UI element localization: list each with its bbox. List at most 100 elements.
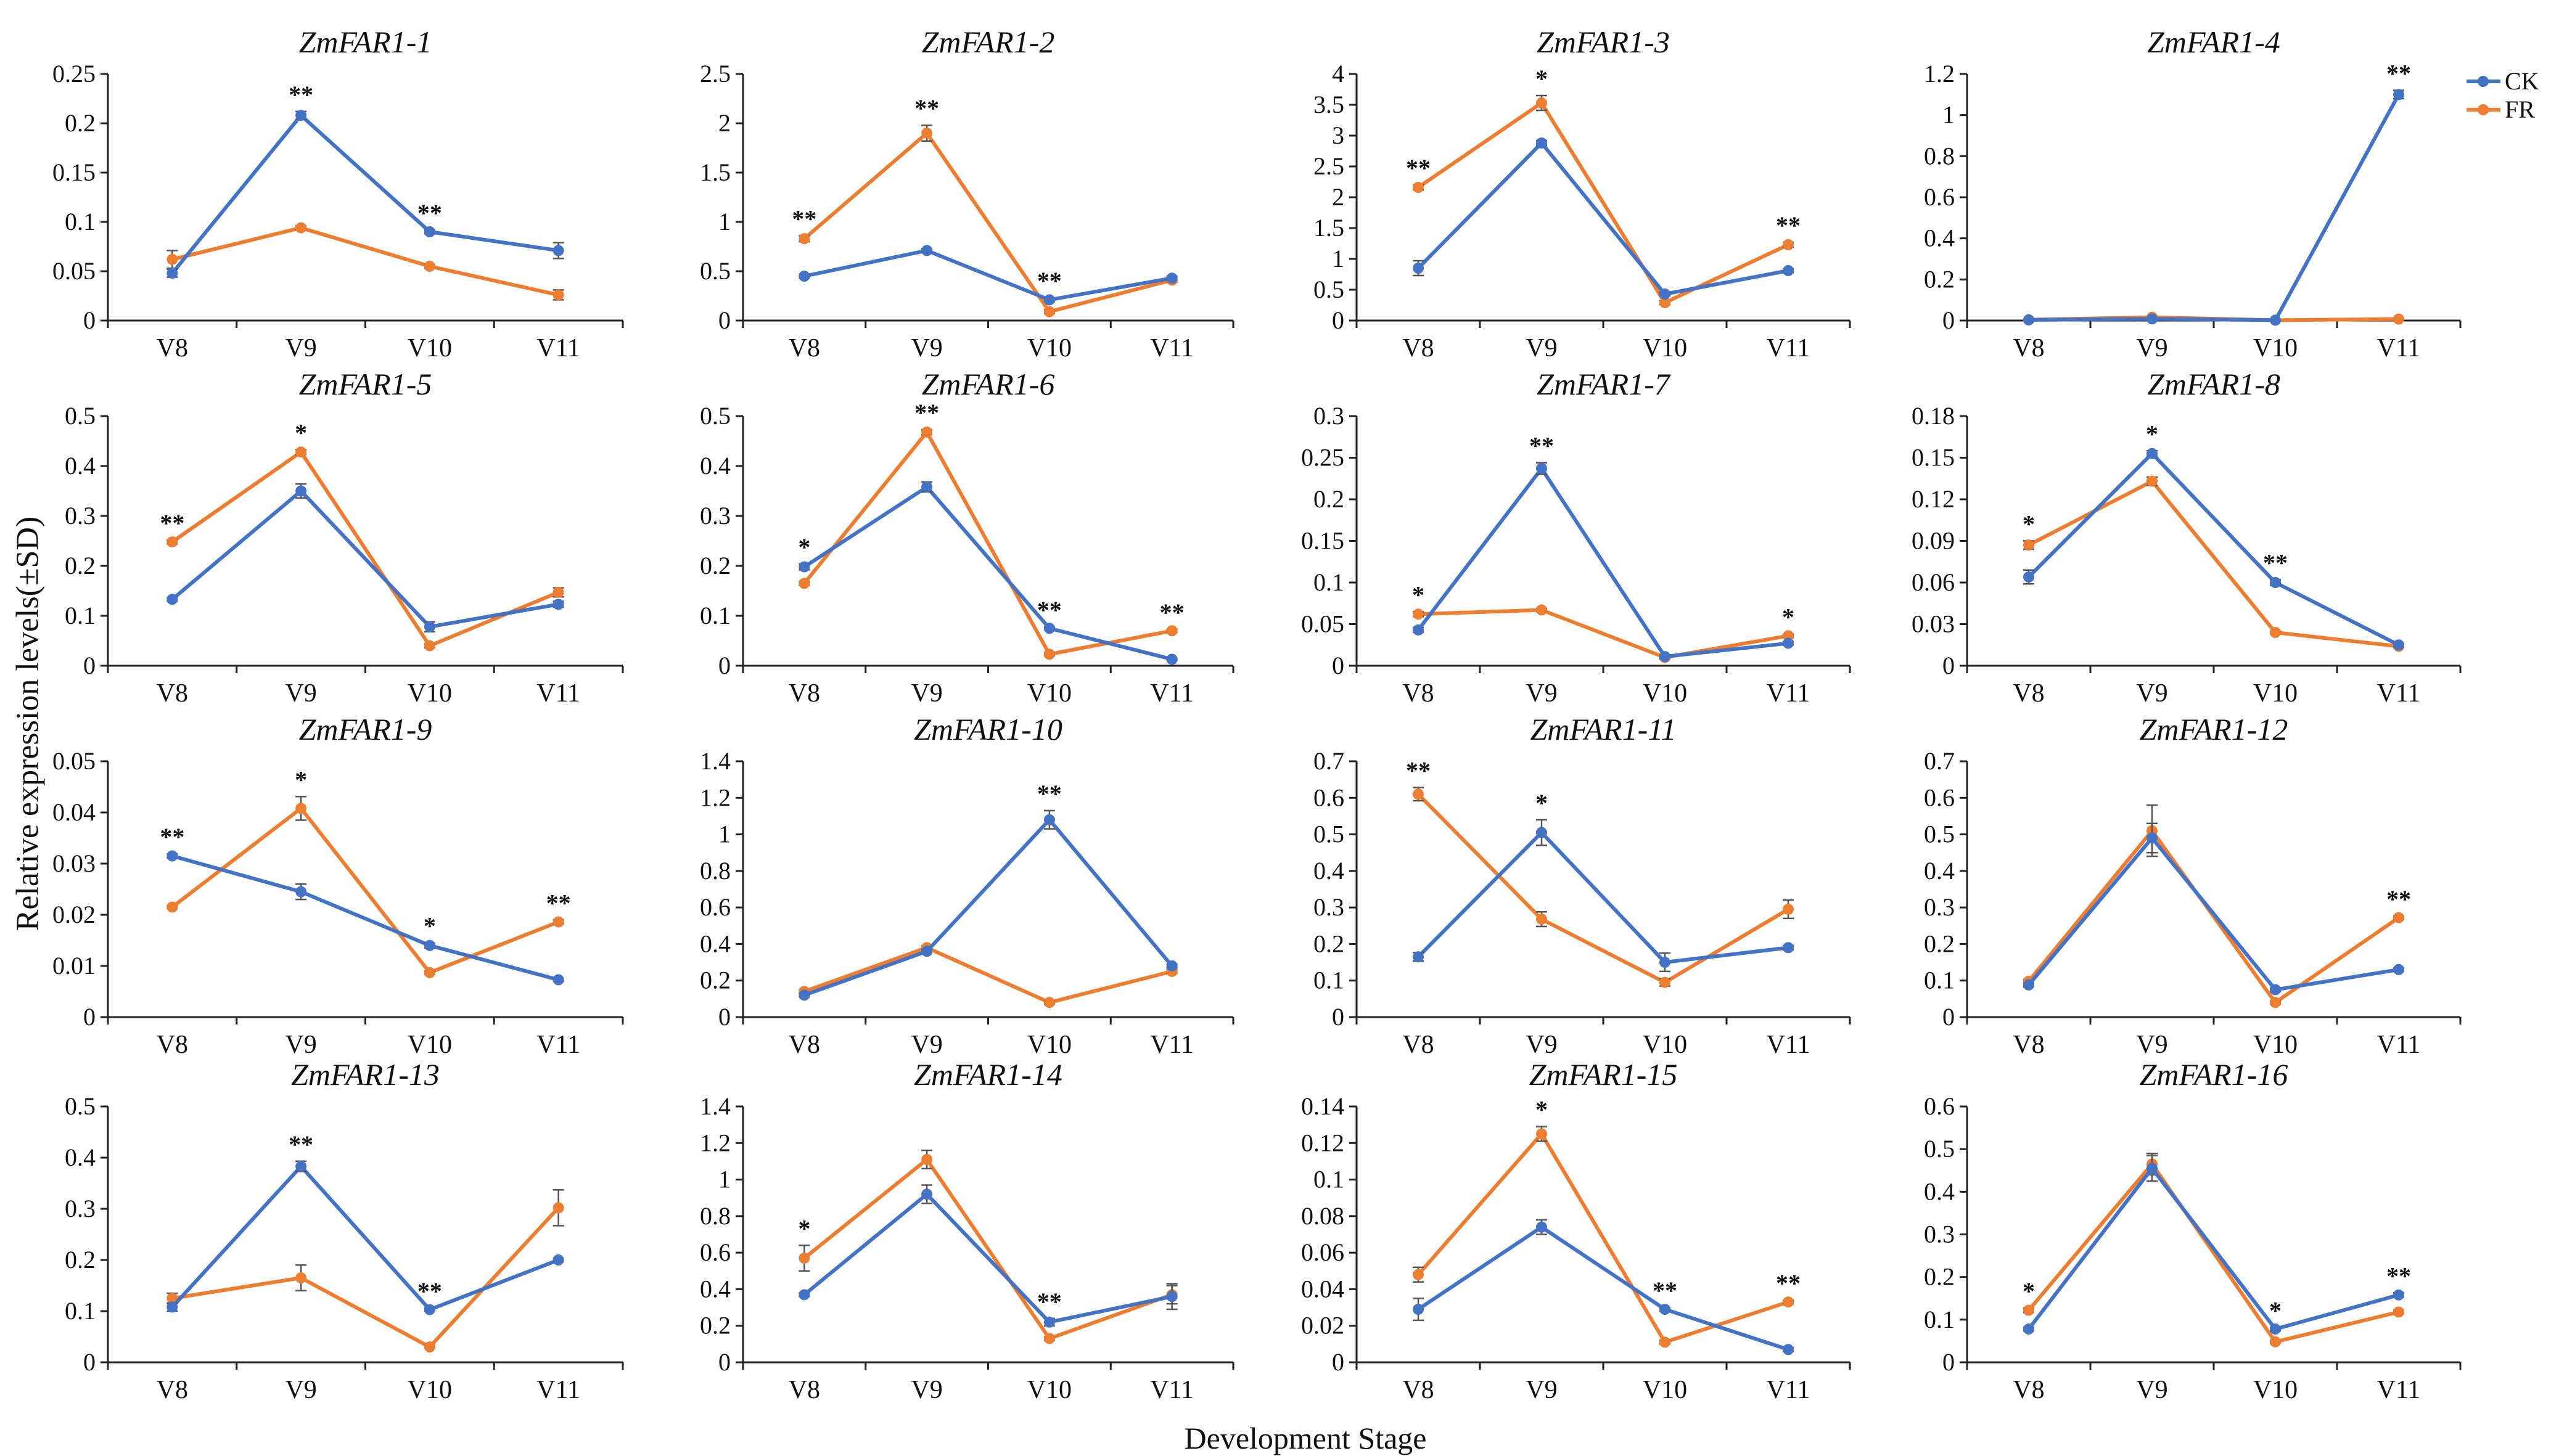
y-tick-label: 0 xyxy=(1942,1003,1955,1031)
y-tick-label: 0.01 xyxy=(52,952,96,980)
y-tick-label: 0.09 xyxy=(1912,527,1955,555)
data-point-fr xyxy=(166,901,178,913)
panel-zmfar1-15: ZmFAR1-15 0 0.02 0.04 0.06 0.08 0.1 0.12 0.14 V8 V… xyxy=(1301,1057,1851,1404)
data-point-fr xyxy=(295,222,307,234)
data-point-ck xyxy=(2023,1323,2034,1335)
significance-mark: ** xyxy=(914,399,939,427)
significance-mark: * xyxy=(1535,789,1548,817)
data-point-ck xyxy=(1536,827,1547,838)
significance-mark: ** xyxy=(1037,780,1062,808)
panel-title: ZmFAR1-12 xyxy=(2140,712,2288,746)
x-tick-label: V9 xyxy=(911,334,942,362)
panel-title: ZmFAR1-11 xyxy=(1530,712,1676,746)
significance-mark: * xyxy=(1412,581,1424,608)
series-line-ck xyxy=(2027,451,2400,647)
series-line-ck xyxy=(171,113,559,275)
y-tick-label: 0.18 xyxy=(1912,402,1955,430)
y-tick-label: 0.6 xyxy=(700,893,731,921)
series-line-ck xyxy=(1416,141,1789,296)
significance-mark: ** xyxy=(1406,757,1431,785)
y-tick-label: 1.5 xyxy=(1313,214,1344,242)
y-tick-label: 0.03 xyxy=(1912,610,1955,638)
data-point-ck xyxy=(2393,963,2404,975)
y-tick-label: 0.25 xyxy=(1301,444,1344,472)
panel-zmfar1-12: ZmFAR1-12 0 0.1 0.2 0.3 0.4 0.5 0.6 0.7 V8 V9 V10 V1… xyxy=(1924,712,2462,1059)
legend-label-fr: FR xyxy=(2505,96,2535,123)
panel-title: ZmFAR1-6 xyxy=(922,367,1055,401)
panel-zmfar1-5: ZmFAR1-500.10.20.30.40.5V8 V9 V10 V11*** xyxy=(65,367,624,708)
significance-mark: ** xyxy=(1529,432,1554,460)
x-tick-label: V8 xyxy=(2013,334,2044,362)
y-tick-label: 0.7 xyxy=(1313,747,1344,775)
y-tick-label: 0.5 xyxy=(65,1092,96,1120)
panel-title: ZmFAR1-1 xyxy=(299,25,432,59)
series-line-fr xyxy=(171,1206,560,1349)
data-point-ck xyxy=(1166,653,1178,665)
panel-zmfar1-8: ZmFAR1-8 0 0.03 0.06 0.09 0.12 0.15 0.18 V8 V9 V10… xyxy=(1912,367,2462,708)
data-point-ck xyxy=(1413,1304,1424,1315)
x-tick-label: V11 xyxy=(536,1376,580,1404)
data-point-ck xyxy=(2023,979,2034,991)
data-point-ck xyxy=(166,268,178,279)
data-point-fr xyxy=(424,1341,435,1353)
panel-title: ZmFAR1-5 xyxy=(299,367,432,401)
y-tick-label: 0.4 xyxy=(700,452,731,480)
x-tick-label: V8 xyxy=(789,1031,820,1059)
y-tick-label: 0.4 xyxy=(65,1143,96,1171)
x-tick-label: V11 xyxy=(2377,1031,2421,1059)
panel-title: ZmFAR1-16 xyxy=(2140,1057,2288,1092)
panel-zmfar1-14: ZmFAR1-14 0 0.2 0.4 0.6 0.8 1 1.2 1.4 V8 V9 V10 V11 *… xyxy=(700,1057,1234,1404)
y-tick-label: 1.4 xyxy=(700,747,731,775)
x-tick-label: V11 xyxy=(2377,1376,2421,1404)
y-tick-label: 0.5 xyxy=(1924,820,1955,848)
x-tick-label: V11 xyxy=(1150,1376,1194,1404)
y-tick-label: 0.12 xyxy=(1301,1129,1344,1156)
y-tick-label: 0.4 xyxy=(700,930,731,957)
y-tick-label: 1.4 xyxy=(700,1092,731,1120)
data-point-ck xyxy=(1413,263,1424,274)
series-line-ck xyxy=(803,817,1173,997)
x-tick-label: V10 xyxy=(1027,1376,1072,1404)
y-tick-label: 0.25 xyxy=(52,60,96,88)
y-tick-label: 0.1 xyxy=(65,208,96,235)
significance-mark: ** xyxy=(1776,211,1801,239)
y-tick-label: 1 xyxy=(1942,101,1955,129)
data-point-ck xyxy=(2393,89,2404,100)
y-tick-label: 0.5 xyxy=(700,402,731,430)
data-point-ck xyxy=(1413,624,1424,636)
y-tick-label: 0 xyxy=(83,1003,96,1031)
panel-title: ZmFAR1-7 xyxy=(1537,367,1671,401)
x-tick-label: V11 xyxy=(2377,334,2421,362)
y-tick-label: 0.8 xyxy=(700,857,731,885)
y-tick-label: 0.2 xyxy=(1924,1263,1955,1291)
y-tick-label: 0 xyxy=(83,652,96,679)
y-tick-label: 0.8 xyxy=(1924,142,1955,170)
x-tick-label: V11 xyxy=(1767,1031,1810,1059)
series-line-fr xyxy=(1416,1132,1789,1344)
data-point-ck xyxy=(799,1289,810,1301)
x-tick-label: V11 xyxy=(1150,1031,1194,1059)
data-point-fr xyxy=(1783,904,1794,915)
y-tick-label: 0.1 xyxy=(1924,1306,1955,1333)
x-tick-label: V9 xyxy=(2136,1376,2167,1404)
y-tick-label: 0.12 xyxy=(1912,485,1955,513)
significance-mark: ** xyxy=(417,1277,442,1305)
series-line-fr xyxy=(1416,793,1789,984)
data-point-fr xyxy=(424,640,435,652)
y-tick-label: 4 xyxy=(1332,60,1344,88)
data-point-fr xyxy=(2023,539,2034,551)
x-tick-label: V8 xyxy=(789,334,820,362)
x-tick-label: V11 xyxy=(1767,679,1810,708)
x-tick-label: V8 xyxy=(157,1031,188,1059)
data-point-fr xyxy=(1659,1336,1670,1348)
x-tick-label: V8 xyxy=(1402,1376,1434,1404)
y-tick-label: 0 xyxy=(83,1348,96,1376)
x-tick-label: V9 xyxy=(1526,334,1557,362)
y-tick-label: 0.3 xyxy=(65,502,96,530)
series-line-fr xyxy=(803,1157,1173,1341)
data-point-ck xyxy=(295,886,307,898)
data-point-ck xyxy=(295,1161,307,1172)
significance-mark: ** xyxy=(289,1131,313,1158)
series-line-fr xyxy=(1417,101,1789,305)
